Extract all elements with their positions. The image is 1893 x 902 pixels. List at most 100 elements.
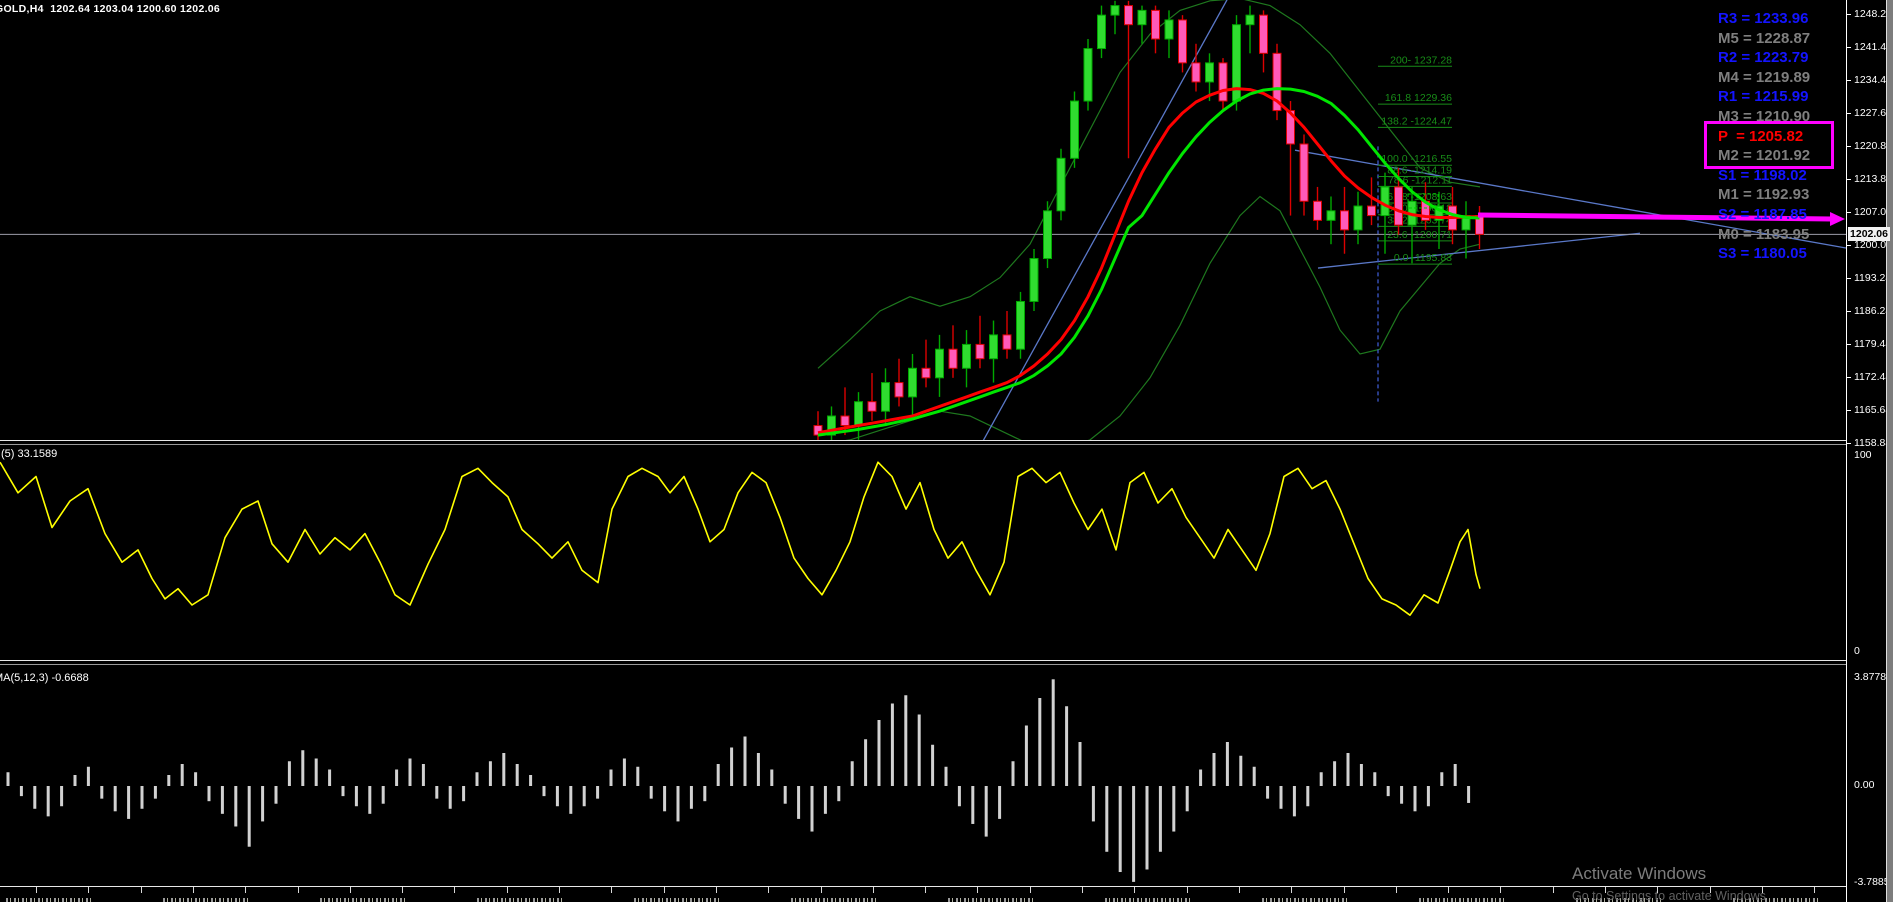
histogram-bar [1359, 764, 1363, 786]
price-tick [1847, 278, 1851, 279]
histogram-bar [46, 786, 50, 817]
main-chart-canvas[interactable]: 200- 1237.28 161.8 1229.36 138.2 -1224.47 1… [0, 0, 1846, 440]
histogram-bar [663, 786, 667, 812]
price-tick [1847, 212, 1851, 213]
candle [1461, 201, 1471, 259]
histogram-bar [703, 786, 707, 802]
candle-body [975, 343, 985, 360]
histogram-bar [850, 761, 854, 786]
histogram-bar [797, 786, 801, 819]
time-tick [297, 887, 299, 893]
time-axis[interactable] [0, 886, 1846, 902]
candle [827, 406, 836, 440]
histogram-bar [19, 786, 23, 797]
candle [908, 353, 917, 416]
trendline[interactable] [981, 0, 1228, 440]
histogram-bar [86, 766, 90, 786]
candle-body [921, 367, 931, 379]
candle-body [840, 415, 850, 427]
histogram-bar [1051, 679, 1055, 786]
fib-drag-box[interactable] [1407, 193, 1439, 209]
candle-body [1016, 300, 1025, 350]
time-label-clipped [1733, 898, 1819, 902]
histogram-bar [783, 786, 787, 804]
symbol-ohlc-header: GOLD,H4 1202.64 1203.04 1200.60 1202.06 [0, 3, 221, 15]
price-tick-label: 1207.04 [1854, 206, 1892, 218]
price-tick [1847, 377, 1851, 378]
price-tick-label: 1248.24 [1854, 8, 1892, 20]
magenta-arrow-head[interactable] [1830, 212, 1845, 226]
histogram-bar [368, 786, 372, 814]
price-axis[interactable]: 100 0 3.8778 0.00 -3.7885 1248.24 1241.44… [1846, 0, 1892, 902]
candle [1367, 177, 1376, 226]
candle-body [827, 415, 836, 436]
panel-separator[interactable] [0, 440, 1846, 441]
candle [881, 368, 890, 426]
histogram-bar [1212, 753, 1216, 786]
time-label-clipped [634, 898, 720, 902]
candle [975, 315, 985, 369]
histogram-bar [1011, 761, 1015, 786]
pivot-row-s2: S2 = 1187.85 [1718, 205, 1807, 223]
histogram-bar [1091, 786, 1095, 822]
red-ma-line [817, 87, 1480, 435]
histogram-bar [770, 769, 774, 786]
histogram-bar [1373, 772, 1377, 786]
pivot-row-s1: S1 = 1198.02 [1718, 166, 1807, 184]
candle [948, 325, 958, 378]
rsi-line [0, 461, 1481, 616]
price-tick [1847, 179, 1851, 180]
time-tick [1134, 887, 1136, 893]
histogram-bar [1266, 786, 1270, 799]
time-tick [1238, 887, 1240, 893]
histogram-bar [555, 786, 559, 807]
histogram-bar [1024, 725, 1028, 786]
time-tick [925, 887, 927, 893]
price-tick-label: 1213.84 [1854, 173, 1892, 185]
histogram-bar [194, 772, 198, 786]
time-tick [140, 887, 142, 893]
price-tick [1847, 443, 1851, 444]
histogram-bar [730, 747, 734, 786]
pivot-highlight-box[interactable] [1704, 121, 1834, 169]
histogram-bar [596, 786, 600, 799]
price-tick-label: 1234.44 [1854, 74, 1892, 86]
candle-body [1259, 14, 1268, 54]
histogram-bar [810, 786, 814, 832]
window-right-edge [1886, 0, 1893, 902]
time-tick [88, 887, 90, 893]
price-tick-label: 1179.44 [1854, 338, 1892, 350]
histogram-bar [1132, 786, 1136, 882]
time-tick [715, 887, 717, 893]
trendline[interactable] [1317, 232, 1641, 269]
histogram-bar [73, 775, 77, 786]
histogram-bar [582, 786, 586, 807]
rsi-scale-min: 0 [1854, 645, 1860, 657]
time-tick [1552, 887, 1554, 893]
price-tick [1847, 146, 1851, 147]
histogram-bar [877, 720, 881, 786]
candle [1164, 10, 1174, 59]
histogram-bar [395, 769, 399, 786]
price-tick [1847, 245, 1851, 246]
candle-body [935, 348, 944, 379]
histogram-bar [515, 764, 519, 786]
candle-body [854, 401, 863, 427]
panel-separator[interactable] [0, 660, 1846, 661]
candle [1178, 15, 1187, 73]
osma-label: MA(5,12,3) -0.6688 [0, 672, 89, 684]
histogram-bar [33, 786, 37, 809]
candle [1245, 5, 1255, 54]
time-tick [768, 887, 770, 893]
histogram-bar [287, 761, 291, 786]
magenta-arrow-line[interactable] [1477, 212, 1833, 222]
time-tick [1082, 887, 1083, 893]
candle [894, 358, 904, 407]
time-tick [245, 887, 247, 893]
candle [1259, 10, 1268, 73]
panel-separator [0, 664, 1846, 665]
histogram-bar [756, 753, 760, 786]
candle-body [1272, 52, 1282, 112]
rsi-panel-canvas[interactable] [0, 446, 1846, 660]
osma-panel-canvas[interactable] [0, 666, 1846, 885]
